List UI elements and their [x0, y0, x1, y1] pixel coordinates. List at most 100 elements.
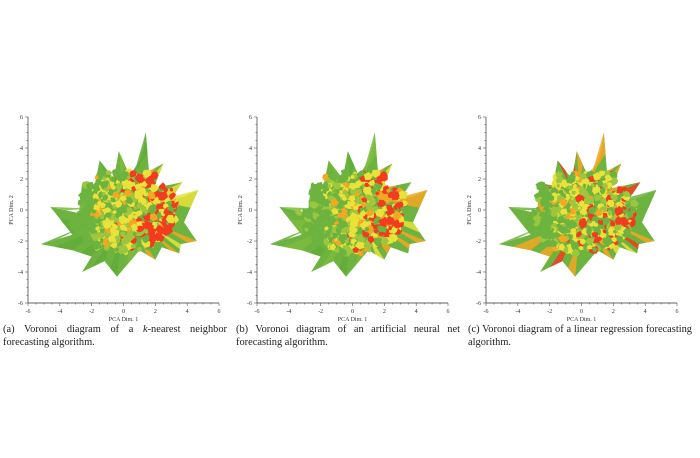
voronoi-cell: [374, 183, 383, 191]
voronoi-cell: [365, 202, 372, 209]
voronoi-cell: [105, 212, 113, 218]
voronoi-cell: [567, 207, 576, 215]
voronoi-cell: [335, 228, 342, 234]
caption-a: (a) Voronoi diagram of a k-nearest neigh…: [3, 324, 227, 348]
voronoi-cell: [110, 223, 118, 231]
voronoi-cell: [132, 231, 138, 236]
voronoi-cell: [361, 183, 366, 188]
voronoi-cell: [375, 191, 380, 196]
voronoi-cell: [361, 202, 367, 208]
voronoi-cell: [395, 212, 402, 220]
voronoi-cell: [120, 173, 125, 177]
voronoi-cell: [601, 206, 608, 212]
voronoi-cell: [137, 240, 142, 245]
voronoi-cell: [114, 247, 119, 253]
voronoi-cell: [112, 168, 121, 180]
voronoi-cell: [580, 173, 587, 180]
voronoi-cell: [315, 240, 323, 248]
voronoi-cell: [543, 205, 549, 211]
voronoi-cell: [75, 215, 82, 223]
voronoi-cell: [118, 195, 127, 202]
y-tick-label: -2: [476, 239, 481, 245]
y-axis-label: PCA Dim. 2: [238, 195, 244, 225]
x-tick-label: -4: [286, 309, 291, 315]
voronoi-cell: [599, 187, 606, 195]
voronoi-cell: [563, 187, 567, 191]
y-tick-label: 2: [249, 177, 252, 183]
voronoi-cell: [386, 188, 391, 193]
voronoi-cell: [315, 215, 324, 224]
voronoi-cell: [157, 191, 168, 201]
voronoi-cell: [561, 174, 566, 179]
voronoi-cell: [136, 202, 143, 209]
voronoi-cell: [104, 227, 111, 233]
voronoi-cell: [269, 225, 316, 245]
voronoi-cell: [329, 243, 337, 251]
voronoi-cell: [352, 205, 359, 211]
voronoi-cell: [141, 169, 153, 178]
voronoi-cell: [558, 243, 566, 251]
x-tick-label: -2: [547, 309, 552, 315]
voronoi-cell: [129, 170, 138, 178]
voronoi-cell: [362, 232, 370, 238]
voronoi-cell: [125, 180, 133, 189]
voronoi-cell: [571, 190, 576, 195]
voronoi-cell: [363, 186, 372, 195]
voronoi-cell: [546, 193, 555, 202]
caption-b: (b) Voronoi diagram of an artificial neu…: [236, 324, 460, 348]
voronoi-cell: [393, 205, 398, 211]
voronoi-cell: [363, 220, 367, 225]
voronoi-cell: [392, 191, 400, 200]
voronoi-cell: [365, 224, 374, 235]
voronoi-cell: [327, 224, 332, 228]
voronoi-cell: [144, 175, 154, 185]
voronoi-cell: [386, 189, 428, 208]
voronoi-cell: [349, 199, 356, 207]
voronoi-cell: [337, 217, 343, 224]
voronoi-cell: [622, 205, 627, 211]
voronoi-cell: [630, 198, 640, 209]
y-tick-label: 6: [20, 115, 23, 121]
voronoi-cell: [306, 224, 313, 229]
voronoi-cell: [324, 226, 329, 231]
voronoi-cell: [115, 200, 123, 208]
y-tick-label: 0: [20, 208, 23, 214]
voronoi-cell: [109, 176, 116, 183]
voronoi-cell: [130, 223, 138, 232]
voronoi-cell: [369, 198, 377, 205]
voronoi-cell: [154, 232, 163, 242]
voronoi-cell: [74, 225, 82, 235]
voronoi-cell: [338, 233, 349, 242]
voronoi-cell: [338, 207, 347, 215]
voronoi-cell: [592, 172, 603, 180]
voronoi-cell: [531, 209, 538, 216]
y-tick-label: -6: [18, 301, 23, 307]
voronoi-cell: [555, 171, 563, 180]
voronoi-cell: [327, 171, 338, 181]
y-tick-label: 2: [20, 177, 23, 183]
voronoi-cell: [50, 206, 91, 211]
voronoi-cell: [85, 181, 94, 190]
y-tick-label: 4: [249, 146, 252, 152]
voronoi-cell: [615, 216, 624, 225]
voronoi-cell: [386, 216, 395, 225]
voronoi-cell: [79, 199, 85, 204]
voronoi-cell: [374, 208, 385, 218]
voronoi-cell: [87, 200, 94, 208]
voronoi-cell: [600, 197, 608, 204]
voronoi-cell: [333, 247, 340, 254]
voronoi-cell: [562, 215, 568, 219]
voronoi-cell: [163, 187, 169, 193]
voronoi-cell: [593, 238, 599, 243]
voronoi-cell: [622, 190, 631, 198]
x-tick-label: 2: [383, 309, 386, 315]
voronoi-cell: [348, 183, 358, 190]
voronoi-cell: [81, 193, 89, 200]
y-tick-label: 6: [478, 115, 481, 121]
voronoi-cell: [147, 191, 156, 200]
voronoi-cell: [364, 227, 370, 232]
voronoi-cell: [354, 241, 365, 249]
voronoi-cell: [367, 248, 372, 253]
voronoi-cell: [609, 226, 614, 231]
voronoi-cell: [321, 189, 327, 195]
